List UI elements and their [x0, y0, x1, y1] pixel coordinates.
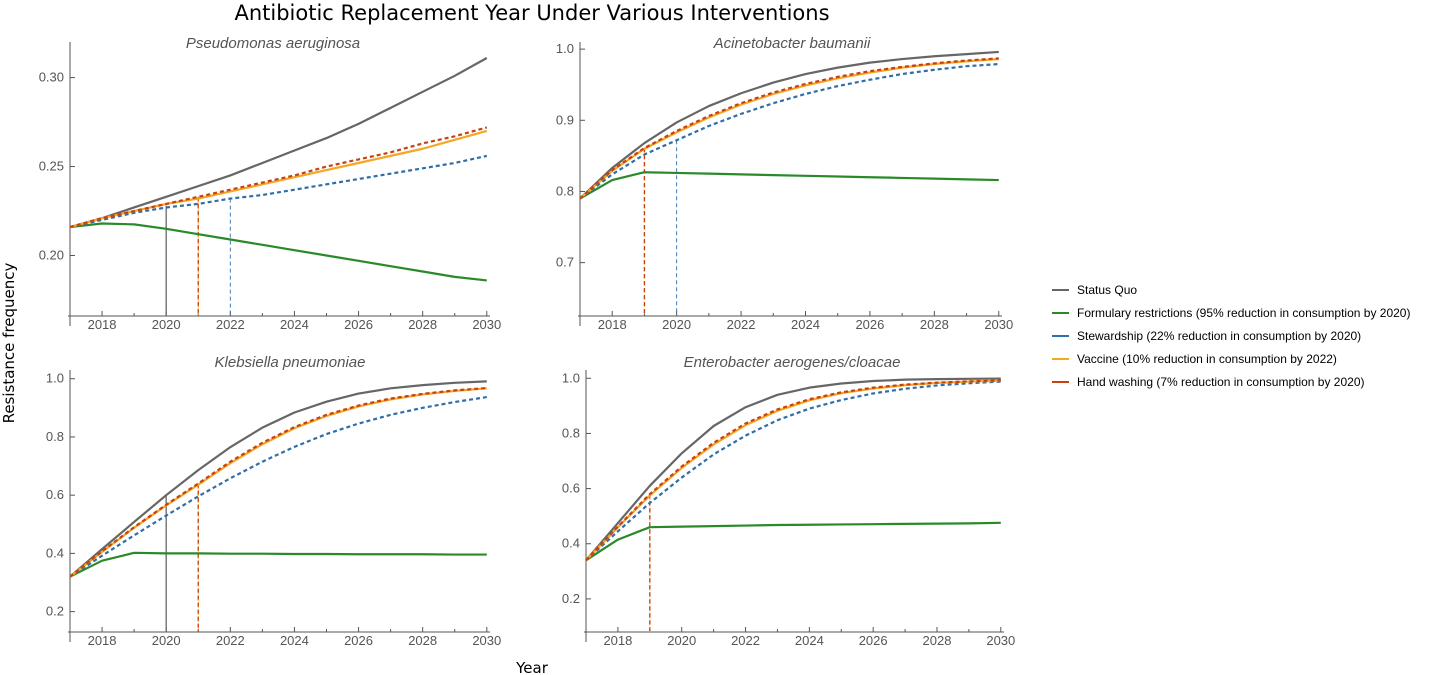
x-tick-label: 2018 [88, 633, 117, 648]
x-tick-label: 2030 [472, 317, 501, 332]
panel-title: Klebsiella pneumoniae [215, 354, 366, 371]
x-tick-label: 2020 [667, 633, 696, 648]
panel-title: Pseudomonas aeruginosa [186, 35, 360, 52]
x-tick-label: 2030 [984, 317, 1013, 332]
legend-item-formulary: Formulary restrictions (95% reduction in… [1052, 306, 1410, 320]
legend-item-status-quo: Status Quo [1052, 283, 1137, 297]
x-tick-label: 2026 [344, 317, 373, 332]
x-tick-label: 2028 [920, 317, 949, 332]
legend-label: Formulary restrictions (95% reduction in… [1077, 306, 1410, 320]
y-tick-label: 1.0 [562, 370, 580, 385]
legend-item-stewardship: Stewardship (22% reduction in consumptio… [1052, 329, 1361, 343]
series-formulary-line [69, 222, 487, 282]
x-tick-label: 2026 [859, 633, 888, 648]
y-tick-label: 0.30 [39, 70, 64, 85]
x-tick-label: 2030 [472, 633, 501, 648]
x-tick-label: 2022 [727, 317, 756, 332]
series-status-quo-line [69, 57, 488, 229]
y-tick-label: 0.25 [39, 159, 64, 174]
x-tick-label: 2018 [603, 633, 632, 648]
y-tick-label: 0.9 [556, 112, 574, 127]
panel-2: Acinetobacter baumanii 2018 2020 2022 2024 20… [556, 35, 1013, 332]
series-handwashing-line [69, 386, 487, 578]
y-tick-label: 0.4 [46, 545, 64, 560]
x-tick-label: 2018 [88, 317, 117, 332]
series-handwashing-line [69, 126, 488, 229]
legend-label: Status Quo [1077, 283, 1137, 297]
x-tick-label: 2022 [216, 633, 245, 648]
series-status-quo-line [585, 377, 1001, 562]
legend-label: Vaccine (10% reduction in consumption by… [1077, 352, 1337, 366]
y-tick-label: 0.8 [562, 425, 580, 440]
legend: Status Quo Formulary restrictions (95% re… [1052, 283, 1410, 389]
x-axis-label: Year [515, 659, 549, 675]
x-tick-label: 2024 [795, 633, 824, 648]
y-tick-label: 0.8 [46, 429, 64, 444]
x-tick-label: 2024 [280, 317, 309, 332]
series-status-quo-line [579, 50, 999, 200]
panel-4: Enterobacter aerogenes/cloacae 2018 2020 20… [562, 354, 1015, 648]
series-stewardship-line [69, 395, 487, 578]
figure-title: Antibiotic Replacement Year Under Variou… [234, 1, 829, 25]
x-tick-label: 2020 [152, 633, 181, 648]
y-tick-label: 0.2 [46, 604, 64, 619]
x-tick-label: 2022 [731, 633, 760, 648]
x-tick-label: 2018 [598, 317, 627, 332]
legend-label: Hand washing (7% reduction in consumptio… [1077, 375, 1365, 389]
y-tick-label: 0.7 [556, 255, 574, 270]
legend-item-handwashing: Hand washing (7% reduction in consumptio… [1052, 375, 1365, 389]
x-tick-label: 2026 [855, 317, 884, 332]
x-tick-label: 2026 [344, 633, 373, 648]
y-tick-label: 0.6 [562, 481, 580, 496]
y-tick-label: 1.0 [46, 371, 64, 386]
y-tick-label: 0.4 [562, 536, 580, 551]
x-tick-label: 2024 [791, 317, 820, 332]
panel-title: Acinetobacter baumanii [713, 35, 871, 52]
panel-1: Pseudomonas aeruginosa 2018 2020 2022 2024 20… [39, 35, 502, 332]
x-tick-label: 2028 [408, 633, 437, 648]
x-tick-label: 2022 [216, 317, 245, 332]
x-tick-label: 2020 [152, 317, 181, 332]
y-tick-label: 0.8 [556, 183, 574, 198]
legend-label: Stewardship (22% reduction in consumptio… [1077, 329, 1361, 343]
x-tick-label: 2030 [986, 633, 1015, 648]
series-status-quo-line [69, 380, 487, 578]
series-stewardship-line [579, 62, 999, 200]
series-stewardship-line [69, 154, 488, 229]
panels: Pseudomonas aeruginosa 2018 2020 2022 2024 20… [39, 35, 1016, 648]
legend-item-vaccine: Vaccine (10% reduction in consumption by… [1052, 352, 1337, 366]
y-tick-label: 0.6 [46, 487, 64, 502]
panel-3: Klebsiella pneumoniae 2018 2020 2022 2024 202… [46, 354, 501, 648]
panel-title: Enterobacter aerogenes/cloacae [684, 354, 901, 371]
y-tick-label: 0.20 [39, 248, 64, 263]
series-vaccine-line [585, 379, 1001, 562]
y-axis-label: Resistance frequency [0, 262, 18, 423]
y-tick-label: 1.0 [556, 41, 574, 56]
series-stewardship-line [585, 380, 1001, 562]
series-vaccine-line [69, 387, 487, 578]
series-handwashing-line [585, 379, 1001, 562]
series-formulary-line [69, 551, 487, 578]
series-handwashing-line [579, 57, 999, 200]
y-tick-label: 0.2 [562, 591, 580, 606]
x-tick-label: 2024 [280, 633, 309, 648]
x-tick-label: 2028 [923, 633, 952, 648]
x-tick-label: 2020 [662, 317, 691, 332]
series-formulary-line [579, 171, 999, 200]
x-tick-label: 2028 [408, 317, 437, 332]
series-formulary-line [585, 521, 1001, 562]
